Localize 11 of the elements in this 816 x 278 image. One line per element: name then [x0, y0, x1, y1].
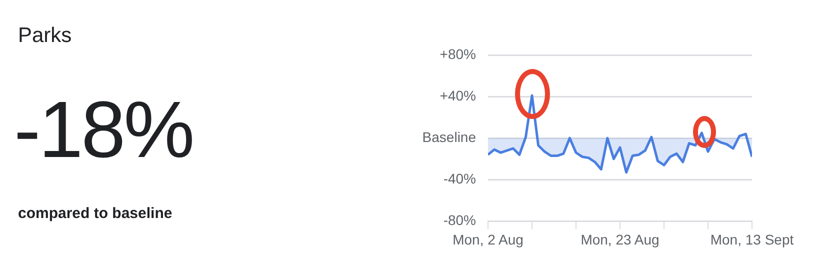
y-tick-label: Baseline [422, 128, 476, 145]
y-tick-label: -40% [443, 170, 476, 187]
x-tick-label: Mon, 13 Sept [710, 231, 794, 248]
y-tick-label: +80% [440, 46, 476, 62]
x-tick-label: Mon, 2 Aug [452, 231, 524, 248]
text: Parks [18, 24, 72, 48]
text: -18% [14, 85, 193, 174]
y-tick-label: +40% [440, 87, 476, 104]
text: compared to baseline [18, 205, 172, 222]
y-tick-label: -80% [443, 212, 476, 228]
x-tick-label: Mon, 23 Aug [580, 231, 660, 248]
